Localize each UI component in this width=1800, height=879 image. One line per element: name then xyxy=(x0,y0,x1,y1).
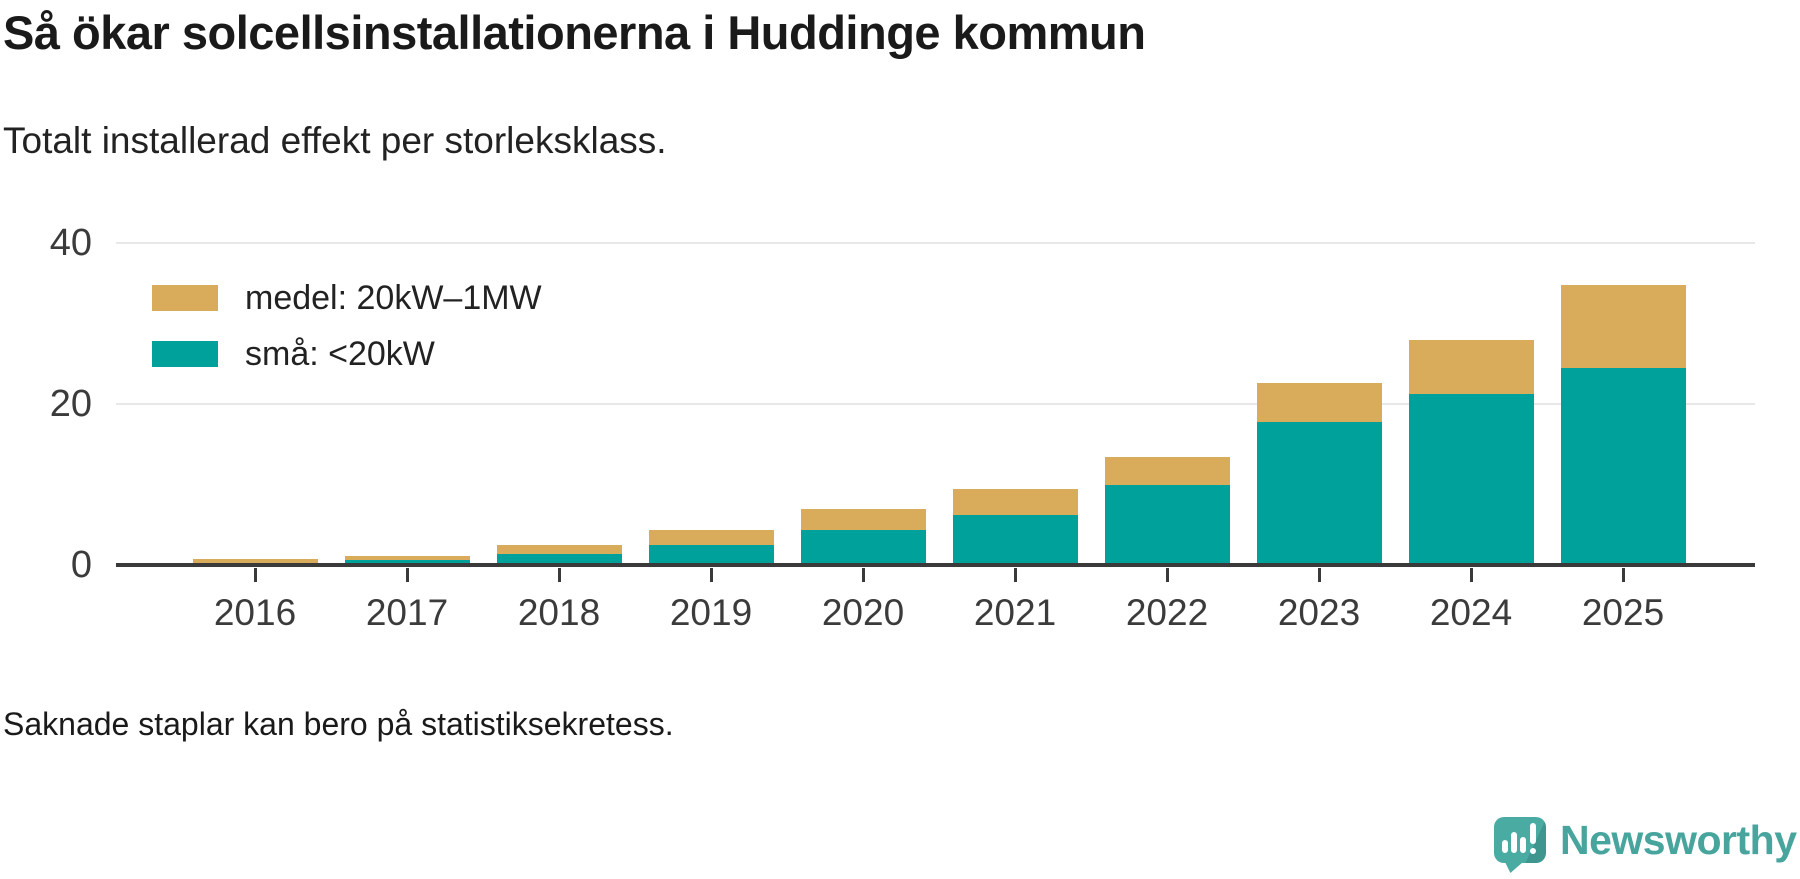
bar-2024-segment xyxy=(1408,393,1534,565)
bar-2020 xyxy=(800,509,926,565)
bar-2021-segment xyxy=(952,489,1078,516)
bar-2024-segment xyxy=(1408,340,1534,394)
x-axis-tick-2023 xyxy=(1317,568,1321,582)
x-axis-label-2018: 2018 xyxy=(517,592,601,633)
x-axis-label-2021: 2021 xyxy=(973,592,1057,633)
bar-2021-segment xyxy=(952,515,1078,565)
x-axis-line xyxy=(116,563,1755,567)
gridline-40 xyxy=(116,242,1755,244)
bar-2025-segment xyxy=(1560,367,1686,565)
bar-2018-segment xyxy=(496,553,622,565)
bar-2018 xyxy=(496,544,622,565)
bar-2019 xyxy=(648,529,774,565)
bar-2022-segment xyxy=(1104,457,1230,486)
logo-bar-icon xyxy=(1511,832,1517,853)
logo-exclamation-dot-icon xyxy=(1530,848,1536,854)
legend-swatch-icon xyxy=(152,341,218,367)
bar-2020-segment xyxy=(800,530,926,565)
bar-2025-segment xyxy=(1560,284,1686,368)
x-axis-label-2025: 2025 xyxy=(1581,592,1665,633)
footnote: Saknade staplar kan bero på statistiksek… xyxy=(3,706,674,742)
chart-legend: medel: 20kW–1MW små: <20kW xyxy=(152,279,542,397)
x-axis-label-2024: 2024 xyxy=(1429,592,1513,633)
legend-swatch-icon xyxy=(152,285,218,311)
x-axis-label-2016: 2016 xyxy=(213,592,297,633)
logo-bar-icon xyxy=(1502,840,1508,853)
bar-2020-segment xyxy=(800,509,926,531)
page-title: Så ökar solcellsinstallationerna i Huddi… xyxy=(3,6,1146,59)
bar-2023-segment xyxy=(1256,383,1382,422)
logo-bar-icon xyxy=(1520,837,1526,853)
bar-2022-segment xyxy=(1104,485,1230,565)
chart-subtitle: Totalt installerad effekt per storlekskl… xyxy=(3,120,667,161)
bar-chart-plot-area: medel: 20kW–1MW små: <20kW 0 20 40 2016 2017 2… xyxy=(50,224,1755,633)
bar-2017 xyxy=(344,555,470,565)
bar-2023-segment xyxy=(1256,421,1382,565)
x-axis-tick-2022 xyxy=(1165,568,1169,582)
legend-label: medel: 20kW–1MW xyxy=(245,278,542,317)
x-axis-tick-2018 xyxy=(557,568,561,582)
logo-exclamation-icon xyxy=(1530,823,1536,844)
y-axis-tick-label-20: 20 xyxy=(49,383,92,425)
x-axis-tick-2021 xyxy=(1013,568,1017,582)
x-axis-label-2023: 2023 xyxy=(1277,592,1361,633)
y-axis-tick-label-0: 0 xyxy=(70,544,92,586)
newsworthy-logo-text: Newsworthy xyxy=(1560,817,1797,863)
x-axis-label-2017: 2017 xyxy=(365,592,449,633)
y-axis-tick-label-40: 40 xyxy=(49,222,92,264)
legend-item: medel: 20kW–1MW xyxy=(152,279,542,317)
x-axis-label-2022: 2022 xyxy=(1125,592,1209,633)
bar-2017-segment xyxy=(344,560,470,565)
bar-2018-segment xyxy=(496,544,622,554)
x-axis-tick-2019 xyxy=(709,568,713,582)
newsworthy-logo-icon xyxy=(1494,817,1546,873)
bar-2023 xyxy=(1256,383,1382,565)
bar-2017-segment xyxy=(344,555,470,561)
legend-label: små: <20kW xyxy=(245,334,435,373)
legend-item: små: <20kW xyxy=(152,335,542,373)
bar-2024 xyxy=(1408,340,1534,565)
bar-2025 xyxy=(1560,284,1686,565)
x-axis-tick-2016 xyxy=(253,568,257,582)
x-axis-label-2020: 2020 xyxy=(821,592,905,633)
bar-2021 xyxy=(952,489,1078,565)
x-axis-tick-2020 xyxy=(861,568,865,582)
newsworthy-brand: Newsworthy xyxy=(1494,817,1797,873)
gridline-20 xyxy=(116,403,1755,405)
logo-speech-bubble-tail xyxy=(1505,862,1523,873)
bar-2016-segment xyxy=(192,558,318,563)
x-axis-tick-2025 xyxy=(1621,568,1625,582)
x-axis-label-2019: 2019 xyxy=(669,592,753,633)
bar-2019-segment xyxy=(648,529,774,545)
x-axis-tick-2024 xyxy=(1469,568,1473,582)
bar-2019-segment xyxy=(648,544,774,565)
bar-2022 xyxy=(1104,457,1230,565)
x-axis-tick-2017 xyxy=(405,568,409,582)
